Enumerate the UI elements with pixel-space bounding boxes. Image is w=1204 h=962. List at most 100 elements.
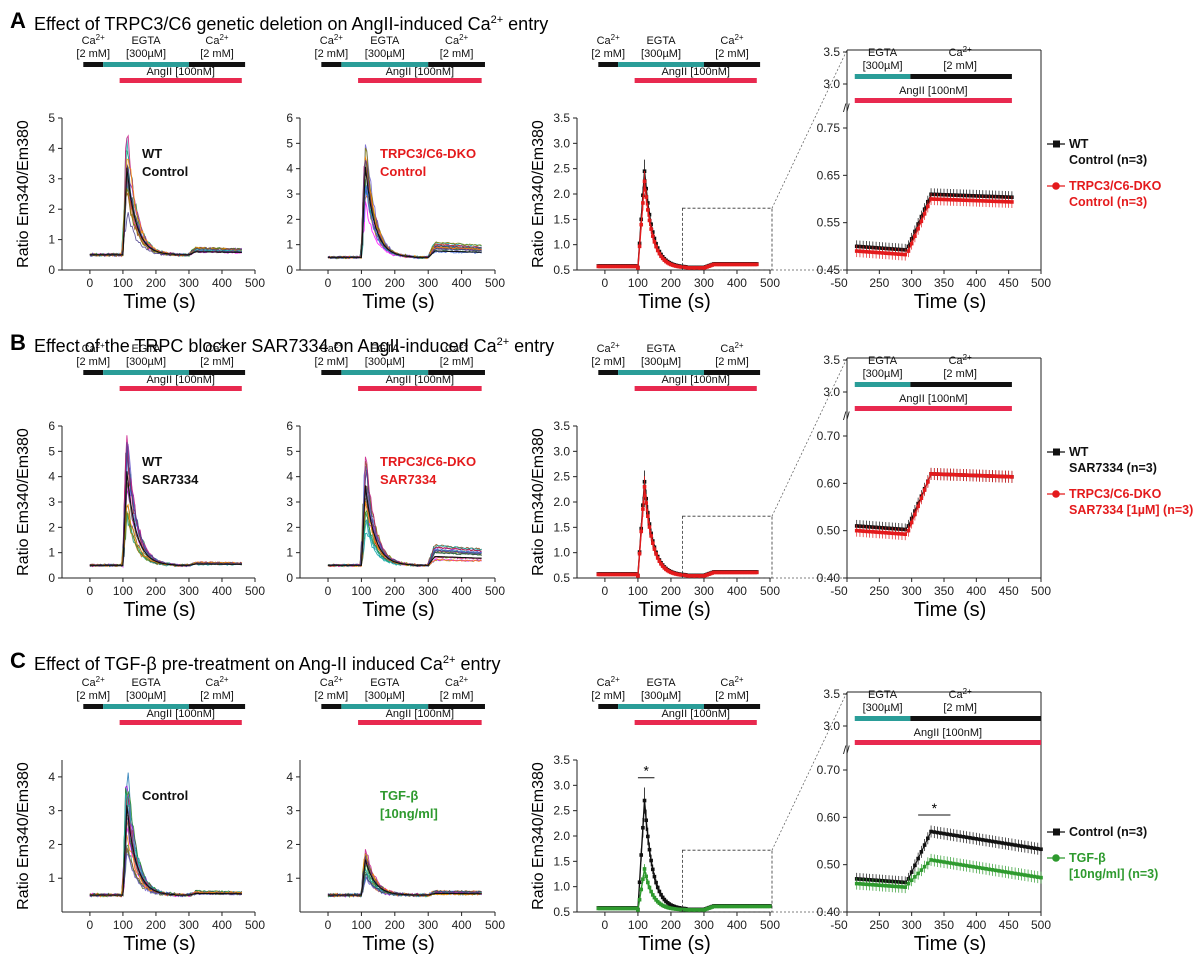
legend-text: SAR7334 (n=3) [1069, 461, 1157, 475]
y-tick-label: 1 [286, 546, 293, 560]
y-tick-label: 0.50 [817, 858, 841, 872]
x-tick-label: 500 [1031, 584, 1051, 598]
ca-bar [83, 62, 104, 67]
series-2-point [1006, 474, 1011, 479]
ca-conc: [2 mM] [76, 48, 110, 60]
series-1-point [1006, 842, 1011, 846]
series-2-point [974, 198, 979, 203]
zoom-box [682, 515, 773, 579]
zoom-connector [771, 691, 848, 851]
x-tick-label: 200 [661, 276, 681, 290]
series-2-point [874, 250, 878, 255]
y-tick-label: 1.5 [553, 854, 570, 868]
x-tick-label: 200 [385, 584, 405, 598]
x-tick-label: 400 [966, 276, 986, 290]
series-2-point [903, 532, 907, 537]
legend-text: WT [1069, 445, 1089, 459]
condition-label: [10ng/ml] [380, 806, 438, 821]
series-2-point [951, 198, 956, 202]
series-2-point [874, 530, 878, 534]
series-2-point [639, 222, 644, 227]
series-1-point [647, 212, 652, 217]
series-2-point [900, 252, 904, 257]
cell-trace [327, 144, 482, 259]
series-2-point [1039, 875, 1043, 880]
angii-label: AngII [100nM] [914, 727, 983, 739]
x-tick-label: 0 [87, 276, 94, 290]
series-1-point [935, 830, 940, 835]
egta-bar [341, 704, 429, 709]
cell-trace [89, 803, 243, 898]
y-tick-label: 1.5 [553, 212, 570, 226]
series-2-point [1006, 870, 1011, 875]
x-tick-label: -50 [830, 918, 848, 932]
series-2-point [636, 574, 640, 578]
series-2-point [929, 197, 933, 201]
y-tick-label: 5 [286, 444, 293, 458]
series-2-point [942, 472, 946, 477]
cell-trace [89, 172, 242, 258]
series-2-point [1029, 874, 1034, 878]
series-2-point [893, 252, 898, 256]
series-1-point [1029, 845, 1034, 850]
series-2-point [1010, 475, 1014, 479]
series-1-point [647, 847, 652, 852]
series-2-point [916, 871, 920, 876]
y-tick-label: 0.5 [553, 905, 570, 919]
single-cell-traces [327, 144, 482, 260]
panel-letter-C: C [10, 648, 26, 673]
y-tick-label: 5 [286, 136, 293, 150]
y-tick-label: 2 [286, 212, 293, 226]
series-2-point [926, 480, 930, 484]
cell-trace [89, 792, 242, 898]
axis-break: // [843, 409, 850, 423]
legend-text: Control (n=3) [1069, 153, 1147, 167]
series-2-point [955, 862, 959, 866]
egta-label: EGTA [131, 343, 161, 355]
protocol-bars: Ca2+[2 mM]EGTA[300µM]Ca2+[2 mM]AngII [10… [315, 675, 485, 725]
y-tick-label: 1 [48, 233, 55, 247]
ca-conc: [2 mM] [315, 356, 349, 368]
condition-label: SAR7334 [142, 472, 199, 487]
series-2-point [919, 219, 924, 224]
series-2-point [900, 885, 904, 889]
egta-bar [103, 62, 189, 67]
angii-label: AngII [100nM] [386, 374, 455, 386]
y-tick-label: 4 [48, 770, 55, 784]
ca-bar [703, 704, 761, 709]
series-1-point [977, 837, 982, 842]
x-tick-label: 100 [351, 276, 371, 290]
cell-trace [327, 857, 482, 897]
protocol-bars: Ca2+[2 mM]EGTA[300µM]Ca2+[2 mM]AngII [10… [76, 33, 246, 83]
x-tick-label: 100 [113, 918, 133, 932]
series-2-point [642, 485, 647, 489]
ca-label: Ca2+ [320, 341, 344, 355]
legend: WT Control (n=3) TRPC3/C6-DKO Control (n=3) [1047, 137, 1162, 209]
x-axis-label: Time (s) [362, 291, 435, 313]
y-tick-label: 1 [286, 871, 293, 885]
ca-label: Ca2+ [949, 687, 973, 701]
egta-conc: [300µM] [863, 60, 903, 72]
series-2-point [887, 884, 891, 888]
cell-trace [89, 505, 243, 567]
cell-trace [89, 816, 242, 898]
series-2-point [906, 249, 911, 253]
y-tick-label: 4 [48, 470, 55, 484]
series-2-point [945, 197, 950, 202]
cell-trace [89, 849, 243, 898]
ca-bar [910, 74, 1012, 79]
egta-conc: [300µM] [365, 690, 405, 702]
ca-label: Ca2+ [597, 33, 621, 47]
axes: 0 100 200 300 400 500 0 1 2 3 4 5 6 Time (s) Ratio Em3… [15, 419, 265, 621]
x-tick-label: 400 [452, 276, 472, 290]
ca-label: Ca2+ [320, 675, 344, 689]
y-tick-label: 1.0 [553, 546, 570, 560]
y-tick-label: 1 [48, 871, 55, 885]
ca-bar [188, 62, 246, 67]
x-axis-label: Time (s) [638, 291, 711, 313]
series-2-point [961, 863, 966, 867]
condition-label: Control [142, 788, 188, 803]
angii-bar [119, 78, 242, 83]
cell-trace [89, 172, 243, 257]
x-tick-label: 100 [351, 918, 371, 932]
